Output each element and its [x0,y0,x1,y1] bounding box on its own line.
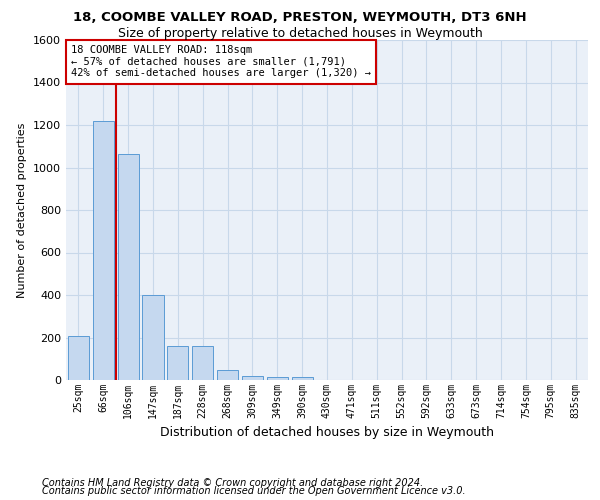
Bar [142,295,164,380]
Text: 18, COOMBE VALLEY ROAD, PRESTON, WEYMOUTH, DT3 6NH: 18, COOMBE VALLEY ROAD, PRESTON, WEYMOUT… [73,11,527,24]
X-axis label: Distribution of detached houses by size in Weymouth: Distribution of detached houses by size … [160,426,494,440]
Bar [118,154,139,380]
Bar [68,336,89,380]
Text: Contains HM Land Registry data © Crown copyright and database right 2024.: Contains HM Land Registry data © Crown c… [42,478,423,488]
Text: 18 COOMBE VALLEY ROAD: 118sqm
← 57% of detached houses are smaller (1,791)
42% o: 18 COOMBE VALLEY ROAD: 118sqm ← 57% of d… [71,45,371,78]
Bar [217,370,238,380]
Bar [242,376,263,380]
Bar [292,378,313,380]
Bar [93,120,114,380]
Bar [167,346,188,380]
Y-axis label: Number of detached properties: Number of detached properties [17,122,28,298]
Bar [192,346,213,380]
Text: Size of property relative to detached houses in Weymouth: Size of property relative to detached ho… [118,28,482,40]
Text: Contains public sector information licensed under the Open Government Licence v3: Contains public sector information licen… [42,486,466,496]
Bar [267,378,288,380]
